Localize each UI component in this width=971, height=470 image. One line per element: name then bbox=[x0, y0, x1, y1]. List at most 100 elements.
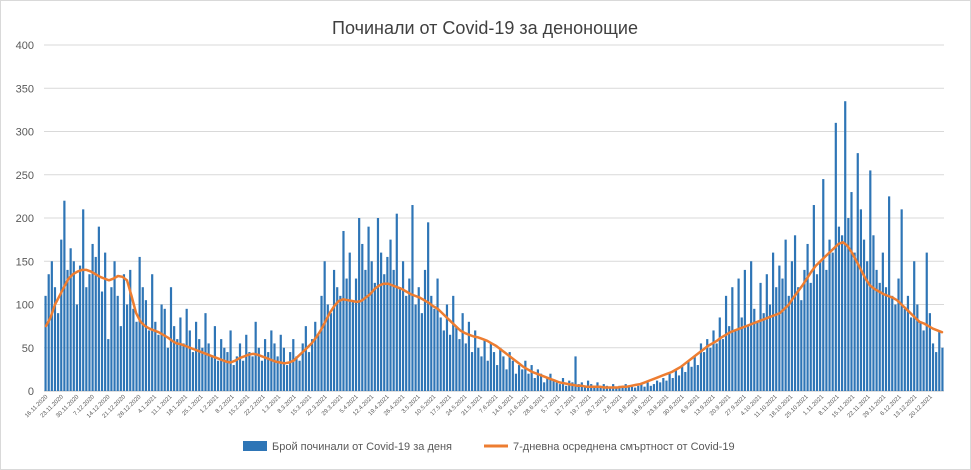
bar bbox=[577, 384, 580, 391]
bar bbox=[176, 339, 179, 391]
bar bbox=[320, 295, 323, 391]
bar bbox=[812, 205, 815, 391]
bar bbox=[866, 261, 869, 391]
bar bbox=[452, 295, 455, 391]
bar bbox=[72, 261, 75, 391]
bar bbox=[370, 261, 373, 391]
bar bbox=[179, 317, 182, 391]
bar bbox=[367, 226, 370, 391]
bar bbox=[909, 317, 913, 391]
bar bbox=[226, 352, 229, 391]
bar bbox=[502, 356, 505, 391]
bar bbox=[640, 384, 643, 391]
bar bbox=[524, 360, 527, 391]
bar bbox=[345, 278, 348, 391]
bar bbox=[856, 153, 859, 391]
x-axis: 16.11.202023.11.202030.11.20207.12.20201… bbox=[24, 394, 934, 420]
bar bbox=[746, 326, 750, 391]
bar bbox=[787, 295, 790, 391]
bar bbox=[307, 352, 311, 391]
bar bbox=[417, 287, 420, 391]
bar bbox=[891, 295, 894, 391]
bar bbox=[894, 304, 897, 391]
bar bbox=[499, 347, 502, 391]
bar bbox=[906, 295, 910, 391]
bar bbox=[809, 282, 812, 391]
bar bbox=[533, 378, 536, 391]
bar bbox=[668, 373, 671, 391]
bar bbox=[323, 261, 326, 391]
bar bbox=[257, 347, 260, 391]
bar bbox=[724, 295, 728, 391]
bar bbox=[659, 382, 662, 391]
bar bbox=[267, 352, 270, 391]
bar bbox=[558, 384, 561, 391]
bar bbox=[734, 330, 737, 391]
bar bbox=[875, 269, 878, 391]
bar bbox=[825, 269, 828, 391]
bar bbox=[884, 287, 888, 391]
bar bbox=[144, 300, 148, 391]
bar bbox=[389, 239, 392, 391]
bar bbox=[847, 218, 850, 391]
bar bbox=[765, 274, 768, 391]
bar bbox=[492, 352, 496, 391]
bar bbox=[800, 300, 803, 391]
bar bbox=[850, 192, 853, 391]
bar bbox=[815, 274, 819, 391]
bar bbox=[762, 313, 765, 391]
bar bbox=[238, 343, 242, 391]
bar bbox=[66, 269, 69, 391]
bar bbox=[326, 304, 329, 391]
bar bbox=[464, 343, 467, 391]
bar bbox=[126, 304, 129, 391]
bar bbox=[376, 218, 380, 391]
bar bbox=[116, 295, 119, 391]
bar bbox=[652, 384, 656, 391]
bar bbox=[712, 330, 715, 391]
bar bbox=[361, 243, 364, 391]
bar bbox=[643, 386, 646, 391]
legend: Брой починали от Covid-19 за деня 7-днев… bbox=[243, 441, 735, 453]
bar bbox=[696, 365, 699, 391]
bar bbox=[505, 369, 508, 391]
bar bbox=[57, 313, 60, 391]
bar bbox=[674, 369, 677, 391]
y-tick-label: 150 bbox=[16, 256, 34, 268]
bar bbox=[364, 269, 367, 391]
bar bbox=[935, 352, 938, 391]
legend-bar-label: Брой починали от Covid-19 за деня bbox=[272, 441, 452, 453]
bar bbox=[392, 269, 395, 391]
bar bbox=[721, 339, 725, 391]
bar bbox=[684, 371, 687, 391]
bar bbox=[897, 278, 900, 391]
bar bbox=[301, 343, 304, 391]
bar bbox=[671, 378, 674, 391]
bar bbox=[599, 386, 602, 391]
bar bbox=[122, 274, 126, 391]
bar bbox=[386, 256, 389, 391]
bar bbox=[496, 365, 499, 391]
bar bbox=[97, 226, 100, 391]
bar bbox=[637, 385, 640, 391]
bar bbox=[831, 252, 834, 391]
bar bbox=[483, 339, 486, 391]
bar bbox=[474, 330, 477, 391]
bar bbox=[859, 209, 862, 391]
bar bbox=[358, 218, 361, 391]
bar bbox=[339, 295, 342, 391]
bar bbox=[608, 387, 612, 391]
bar bbox=[398, 287, 402, 391]
bar bbox=[521, 369, 524, 391]
bar bbox=[834, 122, 837, 391]
bar bbox=[916, 304, 919, 391]
bar bbox=[135, 321, 138, 391]
bar bbox=[461, 313, 464, 391]
bar bbox=[210, 356, 213, 391]
bar bbox=[913, 261, 916, 391]
bar bbox=[94, 256, 97, 391]
bar bbox=[138, 256, 141, 391]
bar bbox=[204, 313, 207, 391]
bar bbox=[273, 343, 276, 391]
bar bbox=[480, 356, 483, 391]
